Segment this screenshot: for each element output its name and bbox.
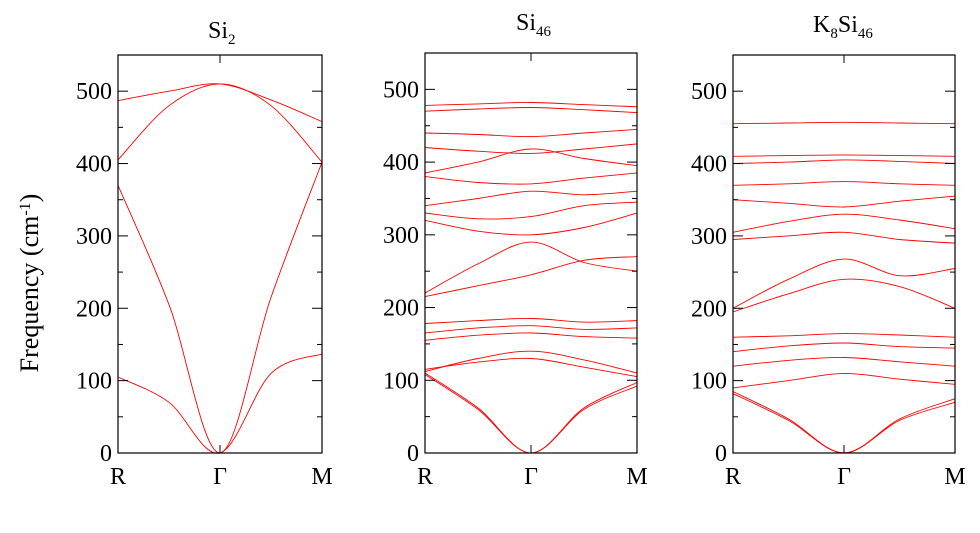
plot-frame	[732, 54, 956, 454]
band-line-5	[424, 325, 638, 334]
y-tick-label: 0	[100, 441, 112, 467]
band-line-2	[424, 350, 638, 374]
y-axis-label: Frequency (cm-1)	[15, 194, 44, 373]
y-tick-label: 400	[76, 152, 112, 178]
band-line-0	[424, 374, 638, 454]
y-tick-label: 200	[383, 296, 419, 322]
band-line-0	[117, 353, 323, 454]
y-ticks: 0 100 200 300 400 500	[691, 54, 955, 467]
panel-k8si46: K8Si46 0 100 200 300 400 500 R Γ M	[691, 12, 966, 490]
x-tick-label: R	[725, 464, 741, 490]
band-line-6	[732, 278, 956, 313]
x-tick-label: M	[311, 464, 332, 490]
panel-title: Si2	[208, 18, 236, 48]
y-tick-label: 100	[691, 369, 727, 395]
band-line-12	[732, 159, 956, 164]
band-line-3	[732, 357, 956, 367]
y-tick-label: 500	[383, 77, 419, 103]
band-line-2	[732, 372, 956, 389]
panel-si46: Si46 0 100 200 300 400 500 R Γ M	[383, 10, 648, 490]
band-lines	[117, 83, 323, 454]
band-line-1	[117, 161, 323, 454]
y-tick-label: 200	[76, 296, 112, 322]
band-line-7	[424, 256, 638, 298]
x-tick-label: M	[626, 464, 647, 490]
x-tick-label: M	[944, 464, 965, 490]
panel-title: Si46	[516, 10, 552, 40]
band-line-17	[424, 102, 638, 108]
band-line-14	[732, 121, 956, 125]
band-line-4	[424, 332, 638, 341]
y-tick-label: 500	[691, 79, 727, 105]
y-ticks: 0 100 200 300 400 500	[76, 54, 322, 467]
band-lines	[424, 102, 638, 454]
y-tick-label: 0	[715, 441, 727, 467]
y-tick-label: 500	[76, 79, 112, 105]
band-line-10	[732, 195, 956, 208]
band-line-3	[424, 357, 638, 378]
band-line-15	[424, 128, 638, 138]
x-tick-label: R	[417, 464, 433, 490]
y-tick-label: 400	[383, 150, 419, 176]
band-line-12	[424, 172, 638, 185]
band-line-13	[424, 148, 638, 174]
band-line-9	[732, 213, 956, 233]
band-line-10	[424, 201, 638, 220]
y-ticks: 0 100 200 300 400 500	[383, 52, 637, 467]
x-tick-label: Γ	[213, 464, 227, 490]
y-tick-label: 100	[76, 369, 112, 395]
y-tick-label: 0	[407, 441, 419, 467]
x-tick-label: R	[110, 464, 126, 490]
band-line-13	[732, 154, 956, 157]
band-line-1	[424, 372, 638, 454]
band-line-9	[424, 212, 638, 236]
band-line-8	[732, 231, 956, 244]
x-tick-label: Γ	[524, 464, 538, 490]
band-line-16	[424, 107, 638, 114]
band-line-7	[732, 258, 956, 309]
band-line-4	[732, 342, 956, 353]
band-line-2	[117, 83, 323, 163]
band-line-1	[732, 391, 956, 454]
band-line-5	[732, 333, 956, 338]
band-line-11	[424, 190, 638, 207]
band-line-6	[424, 318, 638, 324]
y-tick-label: 200	[691, 296, 727, 322]
x-tick-label: Γ	[837, 464, 851, 490]
band-line-14	[424, 143, 638, 154]
band-line-11	[732, 181, 956, 186]
panel-si2: Si2 0 100 200 300 400 500 R Γ M	[76, 18, 333, 490]
band-line-3	[117, 83, 323, 123]
y-tick-label: 300	[383, 223, 419, 249]
band-lines	[732, 121, 956, 454]
y-tick-label: 100	[383, 368, 419, 394]
y-tick-label: 300	[76, 224, 112, 250]
y-tick-label: 400	[691, 152, 727, 178]
panel-title: K8Si46	[813, 12, 873, 42]
y-tick-label: 300	[691, 224, 727, 250]
band-line-8	[424, 241, 638, 294]
band-line-0	[732, 393, 956, 454]
